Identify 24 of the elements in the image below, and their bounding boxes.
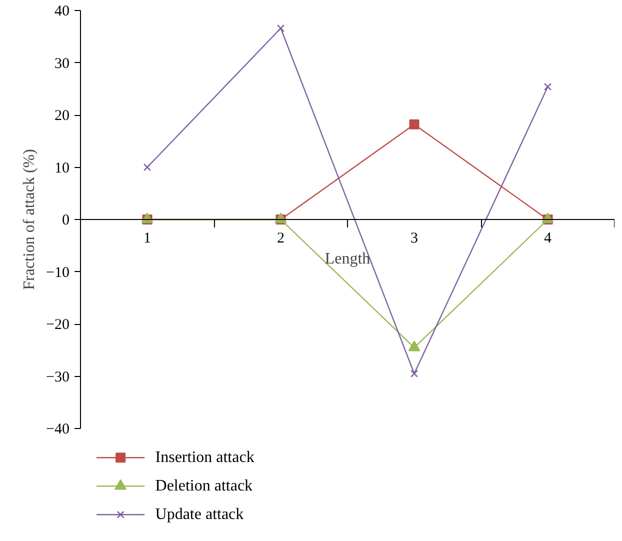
x-tick-label: 4: [544, 230, 552, 246]
point: [276, 24, 285, 32]
point: [410, 370, 418, 378]
point: [544, 82, 552, 91]
y-tick-label: −40: [46, 422, 70, 438]
x-tick-label: 2: [277, 230, 284, 246]
x-tick-label: 1: [144, 230, 151, 246]
y-tick-label: −10: [46, 264, 70, 281]
x-axis-title: Length: [324, 250, 370, 268]
point: [408, 340, 420, 352]
legend-label: Insertion attack: [155, 449, 254, 466]
point: [409, 119, 420, 130]
y-axis-title: Fraction of attack (%): [21, 149, 38, 290]
y-tick-label: 0: [62, 212, 70, 228]
y-tick-label: 20: [54, 108, 70, 124]
x-tick-label: 3: [410, 230, 418, 246]
y-tick-label: 10: [54, 160, 70, 176]
y-tick-label: −30: [46, 369, 70, 386]
y-tick-label: 30: [54, 56, 70, 72]
legend-label: Deletion attack: [155, 478, 253, 495]
y-tick-label: −20: [46, 317, 70, 333]
point: [143, 163, 152, 172]
legend-label: Update attack: [155, 506, 244, 524]
y-tick-label: 40: [54, 4, 70, 20]
